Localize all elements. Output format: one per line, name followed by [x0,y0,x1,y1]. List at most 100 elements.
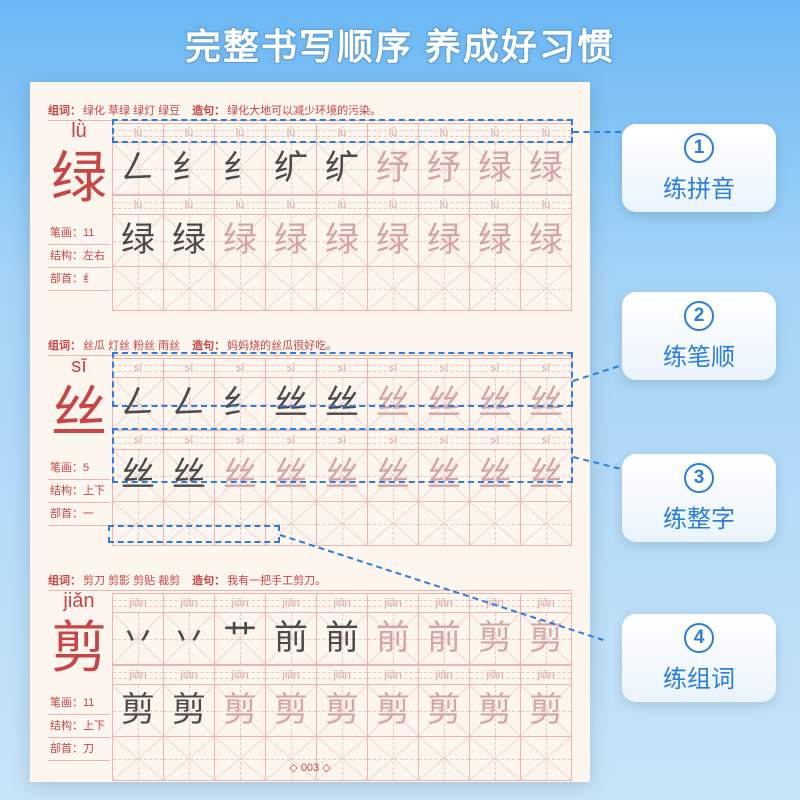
stroke-cell: 前 [368,613,419,665]
pinyin-cell: lǜ [112,123,164,143]
pinyin-cell: lǜ [521,195,572,215]
pinyin-cell: sī [164,358,215,378]
zaoju-text: 妈妈烧的丝瓜很好吃。 [227,337,337,353]
meta-structure: 结构：上下 [48,480,110,503]
stroke-cell: 丝 [470,378,521,430]
pinyin-cell: sī [266,430,317,450]
full-cell: 丝 [164,450,215,502]
grid-area: jiǎnjiǎnjiǎnjiǎnjiǎnjiǎnjiǎnjiǎnjiǎn丷丷艹前… [112,593,572,789]
full-cell: 剪 [521,685,572,737]
pinyin-cell: jiǎn [368,593,419,613]
pinyin-cell: lǜ [368,195,419,215]
pinyin-cell: sī [368,430,419,450]
stroke-cell: 绿 [470,143,521,195]
blank-cell [112,267,164,311]
full-cell: 丝 [215,450,266,502]
blank-cell [368,267,419,311]
blank-row [112,267,572,319]
full-cell: 绿 [164,215,215,267]
pinyin-cell: jiǎn [112,665,164,685]
pinyin-row-2: jiǎnjiǎnjiǎnjiǎnjiǎnjiǎnjiǎnjiǎnjiǎn [112,665,572,685]
full-cell: 绿 [470,215,521,267]
grid-area: sīsīsīsīsīsīsīsīsī𠃋𠃋纟丝丝丝丝丝丝sīsīsīsīsīsīs… [112,358,572,554]
pinyin-cell: jiǎn [368,665,419,685]
main-character: 丝 [48,383,110,445]
full-cell: 丝 [521,450,572,502]
full-cell: 绿 [521,215,572,267]
full-cell: 剪 [266,685,317,737]
pinyin-cell: jiǎn [266,593,317,613]
pinyin-row-2: sīsīsīsīsīsīsīsīsī [112,430,572,450]
full-cell: 绿 [215,215,266,267]
blank-cell [317,737,368,781]
pinyin-cell: sī [317,430,368,450]
blank-cell [266,267,317,311]
pinyin-header: lǜ [48,120,110,143]
pinyin-cell: lǜ [419,195,470,215]
pinyin-cell: lǜ [112,195,164,215]
blank-cell [215,502,266,546]
blank-cell [112,737,164,781]
blank-cell [317,502,368,546]
callout-1: 1练拼音 [622,124,776,212]
pinyin-cell: jiǎn [164,665,215,685]
zaoju-text: 绿化大地可以减少环境的污染。 [227,102,381,118]
meta-strokes: 笔画：5 [48,457,110,480]
full-row: 剪剪剪剪剪剪剪剪剪 [112,685,572,737]
full-cell: 丝 [368,450,419,502]
pinyin-cell: lǜ [266,123,317,143]
stroke-cell: 绿 [521,143,572,195]
stroke-cell: 𠃋 [164,378,215,430]
stroke-cell: 𠃋 [112,378,164,430]
meta-structure: 结构：左右 [48,245,110,268]
full-cell: 剪 [317,685,368,737]
blank-cell [368,502,419,546]
pinyin-cell: sī [419,358,470,378]
full-cell: 丝 [470,450,521,502]
full-cell: 绿 [112,215,164,267]
zaoju-label: 造句： [192,337,225,353]
pinyin-cell: jiǎn [112,593,164,613]
char-meta: 笔画：5结构：上下部首：一 [48,457,110,526]
blank-cell [368,737,419,781]
full-cell: 丝 [317,450,368,502]
main-character: 剪 [48,618,110,680]
pinyin-cell: sī [521,430,572,450]
blank-cell [470,502,521,546]
full-cell: 丝 [419,450,470,502]
blank-cell [521,502,572,546]
blank-cell [521,267,572,311]
meta-radical: 部首：一 [48,503,110,526]
full-row: 绿绿绿绿绿绿绿绿绿 [112,215,572,267]
pinyin-header: sī [48,355,110,378]
top-row: 组词：丝瓜 灯丝 粉丝 雨丝造句：妈妈烧的丝瓜很好吃。 [48,337,572,356]
full-cell: 丝 [112,450,164,502]
full-cell: 绿 [368,215,419,267]
stroke-cell: 丷 [164,613,215,665]
connector-1 [573,131,621,133]
stroke-cell: 前 [419,613,470,665]
zuci-text: 绿化 草绿 绿灯 绿豆 [83,102,180,118]
callout-label: 练组词 [663,659,735,694]
callout-badge: 2 [684,301,714,331]
callout-badge: 4 [684,623,714,653]
blank-cell [419,267,470,311]
blank-cell [470,737,521,781]
pinyin-cell: jiǎn [317,593,368,613]
pinyin-cell: lǜ [419,123,470,143]
pinyin-cell: jiǎn [164,593,215,613]
pinyin-row-1: lǜlǜlǜlǜlǜlǜlǜlǜlǜ [112,123,572,143]
pinyin-cell: lǜ [164,195,215,215]
zuci-label: 组词： [48,572,81,588]
callout-badge: 1 [684,133,714,163]
page-number: ◇ 003 ◇ [30,761,590,774]
zaoju-label: 造句： [192,572,225,588]
full-cell: 剪 [470,685,521,737]
callout-4: 4 练组词 [622,614,776,702]
grid-area: lǜlǜlǜlǜlǜlǜlǜlǜlǜ𠃋纟纟纩纩纾纾绿绿lǜlǜlǜlǜlǜlǜl… [112,123,572,319]
top-row: 组词：剪刀 剪影 剪贴 裁剪造句：我有一把手工剪刀。 [48,572,572,591]
callout-2: 2练笔顺 [622,292,776,380]
pinyin-cell: jiǎn [266,665,317,685]
stroke-cell: 纾 [368,143,419,195]
meta-radical: 部首：纟 [48,268,110,291]
